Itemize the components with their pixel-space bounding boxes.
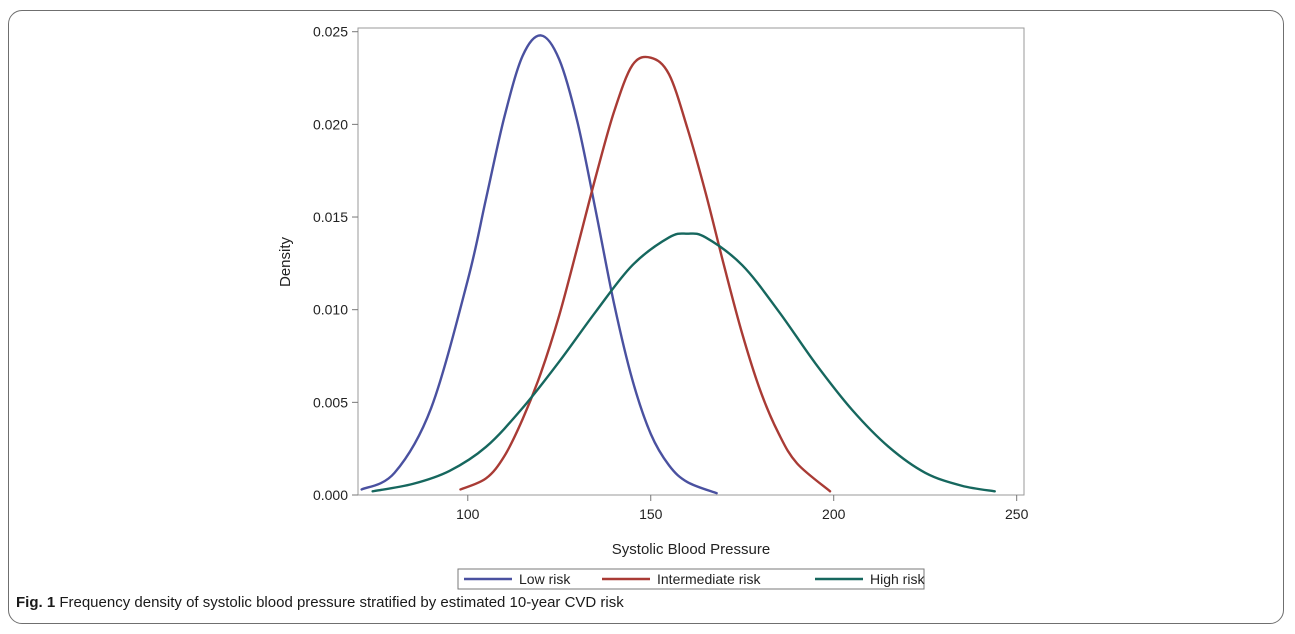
y-axis: 0.000 0.005 0.010 0.015 0.020 0.025 [313, 24, 358, 503]
series-line-intermediate-risk [459, 55, 832, 493]
plot-area [357, 27, 1025, 496]
y-tick-label: 0.025 [313, 24, 348, 40]
figure-frame [8, 10, 1284, 624]
y-axis-title: Density [277, 236, 294, 287]
x-tick-label: 200 [822, 506, 846, 522]
legend-label: High risk [870, 571, 925, 587]
x-tick-label: 150 [639, 506, 663, 522]
figure-label: Fig. 1 [16, 594, 56, 611]
legend-box [457, 568, 925, 590]
y-tick-label: 0.015 [313, 209, 348, 225]
x-axis: 100 150 200 250 [456, 495, 1029, 522]
legend: Low risk Intermediate risk High risk [464, 571, 925, 587]
figure-caption-text: Frequency density of systolic blood pres… [59, 594, 624, 611]
y-tick-label: 0.005 [313, 394, 348, 410]
y-tick-label: 0.010 [313, 302, 348, 318]
series-line-high-risk [371, 232, 996, 493]
figure-caption: Fig. 1 Frequency density of systolic blo… [16, 594, 624, 611]
legend-label: Low risk [519, 571, 571, 587]
x-tick-label: 100 [456, 506, 480, 522]
y-tick-label: 0.020 [313, 116, 348, 132]
x-tick-label: 250 [1005, 506, 1029, 522]
series-lines [360, 34, 996, 495]
legend-label: Intermediate risk [657, 571, 761, 587]
series-line-low-risk [360, 34, 718, 495]
x-axis-title: Systolic Blood Pressure [612, 541, 770, 558]
y-tick-label: 0.000 [313, 487, 348, 503]
